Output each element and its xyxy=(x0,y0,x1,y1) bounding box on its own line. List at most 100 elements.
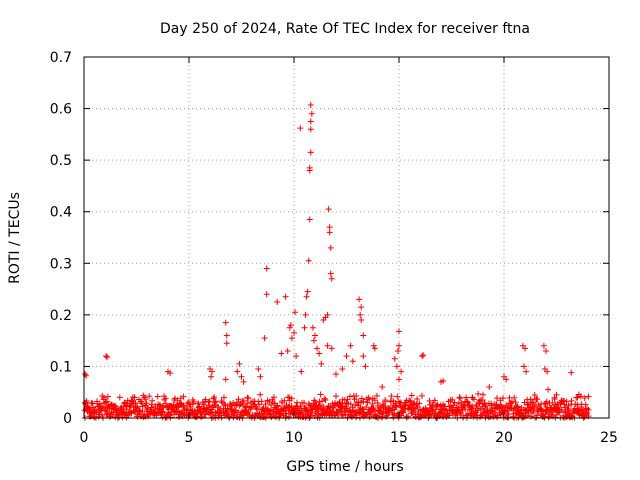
data-point xyxy=(139,408,146,415)
data-point xyxy=(257,373,264,380)
data-point xyxy=(434,401,441,408)
data-point xyxy=(317,402,324,409)
data-point xyxy=(315,403,322,410)
data-point xyxy=(491,409,498,416)
data-point xyxy=(103,353,110,360)
data-point xyxy=(480,391,486,398)
data-point xyxy=(318,360,325,367)
data-point xyxy=(344,396,351,403)
data-point xyxy=(146,393,153,400)
data-point xyxy=(308,110,315,117)
data-point xyxy=(325,206,332,213)
data-point xyxy=(328,275,335,282)
data-point xyxy=(234,368,241,375)
data-point xyxy=(83,397,90,404)
data-point xyxy=(347,401,354,408)
data-point xyxy=(102,407,109,414)
y-tick-label: 0.4 xyxy=(50,205,72,221)
data-point xyxy=(88,399,95,406)
data-point xyxy=(500,395,507,402)
data-point xyxy=(456,394,463,401)
data-point xyxy=(240,378,247,385)
data-point xyxy=(306,167,313,174)
axis-ticks xyxy=(83,56,610,419)
data-point xyxy=(396,376,402,383)
data-point xyxy=(398,408,405,415)
data-point xyxy=(349,358,356,365)
data-point xyxy=(343,353,350,360)
data-point xyxy=(167,370,174,377)
data-point xyxy=(297,125,304,132)
data-point xyxy=(370,404,377,411)
data-point xyxy=(258,398,265,405)
data-point xyxy=(127,403,134,410)
data-point xyxy=(400,409,407,416)
data-point xyxy=(285,413,292,420)
data-point xyxy=(154,393,161,400)
data-point xyxy=(561,404,568,411)
data-point xyxy=(102,399,109,406)
data-point xyxy=(396,342,402,349)
data-point xyxy=(238,373,245,380)
data-point xyxy=(373,392,380,399)
data-point xyxy=(240,397,247,404)
data-point xyxy=(463,394,470,401)
data-point xyxy=(431,410,438,417)
data-point xyxy=(440,377,447,384)
data-point xyxy=(162,395,169,402)
data-point xyxy=(419,353,426,360)
data-point xyxy=(180,393,187,400)
data-point xyxy=(360,398,367,405)
data-point xyxy=(393,363,400,370)
data-point xyxy=(416,400,423,407)
data-point xyxy=(257,391,264,398)
data-point xyxy=(558,406,565,413)
data-point xyxy=(543,347,549,354)
data-markers xyxy=(81,101,592,421)
plot-frame xyxy=(83,56,610,419)
data-point xyxy=(366,396,373,403)
data-point xyxy=(202,396,209,403)
x-axis-label: GPS time / hours xyxy=(286,459,403,475)
data-point xyxy=(312,399,319,406)
data-point xyxy=(223,332,230,339)
data-point xyxy=(553,391,560,398)
data-point xyxy=(303,293,310,300)
x-tick-label: 25 xyxy=(600,430,618,446)
data-point xyxy=(451,399,458,406)
x-tick-label: 5 xyxy=(185,430,194,446)
data-point xyxy=(176,414,183,421)
data-point xyxy=(314,345,321,352)
data-point xyxy=(505,414,512,421)
x-tick-label: 20 xyxy=(495,430,513,446)
data-point xyxy=(298,368,305,375)
data-point xyxy=(523,368,530,375)
data-point xyxy=(256,401,263,408)
data-point xyxy=(577,393,584,400)
data-point xyxy=(108,401,115,408)
data-point xyxy=(568,369,575,376)
data-point xyxy=(549,399,556,406)
data-point xyxy=(208,373,215,380)
data-point xyxy=(584,405,591,412)
data-point xyxy=(326,224,333,231)
data-point xyxy=(255,366,262,373)
data-point xyxy=(218,398,225,405)
data-point xyxy=(302,311,309,318)
data-point xyxy=(327,270,334,277)
data-point xyxy=(209,368,216,375)
data-point xyxy=(484,406,491,413)
data-point xyxy=(292,309,299,316)
data-point xyxy=(383,413,390,420)
data-point xyxy=(240,402,247,409)
data-point xyxy=(190,399,197,406)
data-point xyxy=(551,396,558,403)
data-point xyxy=(574,394,581,401)
data-point xyxy=(305,257,312,264)
data-point xyxy=(394,347,401,354)
data-point xyxy=(143,400,150,407)
data-point xyxy=(307,118,314,125)
data-point xyxy=(273,414,280,421)
data-point xyxy=(142,396,149,403)
data-point xyxy=(317,391,324,398)
